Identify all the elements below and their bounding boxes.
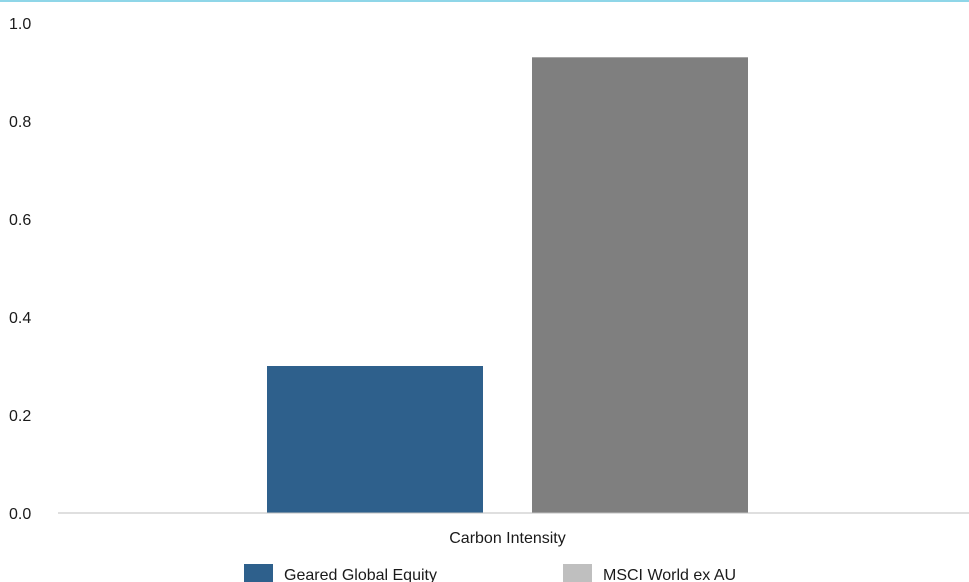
bars: [267, 57, 748, 514]
legend-label: Geared Global Equity: [284, 567, 437, 582]
y-tick-label: 0.8: [9, 114, 31, 131]
x-axis: Carbon Intensity: [449, 530, 566, 547]
y-tick-label: 0.2: [9, 408, 31, 425]
category-label: Carbon Intensity: [449, 530, 566, 547]
bar-geared-global-equity: [267, 366, 483, 513]
legend: Geared Global Equity MSCI World ex AU: [244, 564, 736, 582]
legend-label: MSCI World ex AU: [603, 567, 736, 582]
top-accent-rule: [0, 0, 969, 2]
y-tick-label: 0.0: [9, 506, 31, 523]
y-tick-label: 0.4: [9, 310, 31, 327]
bar-msci-world-ex-au: [532, 57, 748, 514]
legend-item: Geared Global Equity: [244, 564, 437, 582]
y-axis: 0.0 0.2 0.4 0.6 0.8 1.0: [9, 16, 31, 523]
y-tick-label: 0.6: [9, 212, 31, 229]
legend-swatch: [563, 564, 592, 582]
legend-swatch: [244, 564, 273, 582]
y-tick-label: 1.0: [9, 16, 31, 33]
legend-item: MSCI World ex AU: [563, 564, 736, 582]
